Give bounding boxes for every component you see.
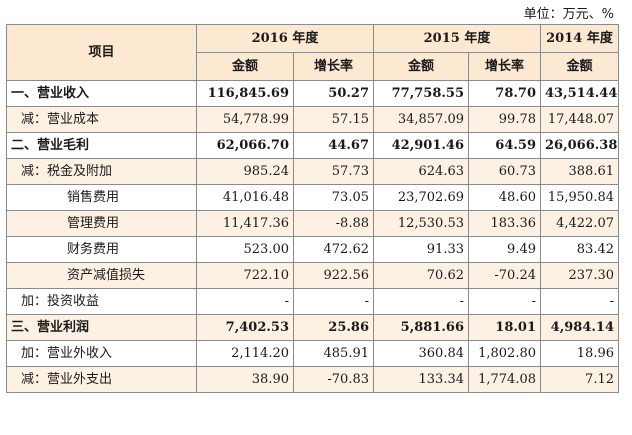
row-value-cell: 7.12 [540,366,619,393]
row-value-cell: 4,422.07 [540,210,619,237]
row-value-cell: 9.49 [468,236,541,263]
header-amount: 金额 [373,52,469,81]
row-value-cell: 624.63 [373,158,469,185]
row-value-cell: 18.01 [468,314,541,341]
row-value-cell: 2,114.20 [196,340,294,367]
table-row: 二、营业毛利 62,066.70 44.67 42,901.46 64.59 26,066… [6,132,619,159]
row-value-cell: 38.90 [196,366,294,393]
row-value-cell: 83.42 [540,236,619,263]
row-value-cell: 7,402.53 [196,314,294,341]
table-row: 加：投资收益 - - - - - [6,288,619,315]
row-value-cell: 18.96 [540,340,619,367]
row-label: 加：投资收益 [6,288,197,315]
unit-note: 单位：万元、% [523,7,614,22]
row-label: 三、营业利润 [6,314,197,341]
row-value-cell: 77,758.55 [373,80,469,107]
row-label: 加：营业外收入 [6,340,197,367]
header-growth: 增长率 [468,52,541,81]
row-value-cell: - [540,288,619,315]
table-row: 资产减值损失 722.10 922.56 70.62 -70.24 237.30 [6,262,619,289]
row-value-cell: - [468,288,541,315]
row-value-cell: 1,802.80 [468,340,541,367]
row-value-cell: 133.34 [373,366,469,393]
table-row: 减：营业成本 54,778.99 57.15 34,857.09 99.78 17,448… [6,106,619,133]
row-label: 资产减值损失 [6,262,197,289]
row-value-cell: 78.70 [468,80,541,107]
row-value-cell: 57.15 [293,106,374,133]
row-value-cell: 70.62 [373,262,469,289]
header-amount: 金额 [196,52,294,81]
row-value-cell: 54,778.99 [196,106,294,133]
row-value-cell: 722.10 [196,262,294,289]
row-label: 二、营业毛利 [6,132,197,159]
row-value-cell: 64.59 [468,132,541,159]
row-value-cell: 523.00 [196,236,294,263]
table-row: 管理费用 11,417.36 -8.88 12,530.53 183.36 4,422.0… [6,210,619,237]
row-value-cell: 12,530.53 [373,210,469,237]
table-body: 一、营业收入 116,845.69 50.27 77,758.55 78.70 43,51… [6,80,619,393]
row-value-cell: -8.88 [293,210,374,237]
row-value-cell: - [373,288,469,315]
table-row: 减：营业外支出 38.90 -70.83 133.34 1,774.08 7.12 [6,366,619,393]
row-label: 减：税金及附加 [6,158,197,185]
table-row: 一、营业收入 116,845.69 50.27 77,758.55 78.70 43,51… [6,80,619,107]
table-row: 加：营业外收入 2,114.20 485.91 360.84 1,802.80 18.96 [6,340,619,367]
header-year-2015: 2015 年度 [373,24,541,53]
row-value-cell: 17,448.07 [540,106,619,133]
header-year-2016: 2016 年度 [196,24,374,53]
row-value-cell: 388.61 [540,158,619,185]
row-value-cell: 4,984.14 [540,314,619,341]
table-row: 减：税金及附加 985.24 57.73 624.63 60.73 388.61 [6,158,619,185]
row-value-cell: 43,514.44 [540,80,619,107]
row-value-cell: 50.27 [293,80,374,107]
row-value-cell: 23,702.69 [373,184,469,211]
row-value-cell: -70.24 [468,262,541,289]
income-statement-table: 项目 2016 年度 2015 年度 2014 年度 金额 增长率 金额 增长率… [6,24,619,393]
row-value-cell: 485.91 [293,340,374,367]
row-value-cell: 5,881.66 [373,314,469,341]
row-value-cell: 91.33 [373,236,469,263]
row-value-cell: 34,857.09 [373,106,469,133]
row-label: 管理费用 [6,210,197,237]
header-year-2014: 2014 年度 [540,24,619,53]
row-value-cell: 99.78 [468,106,541,133]
row-value-cell: 41,016.48 [196,184,294,211]
row-label: 减：营业成本 [6,106,197,133]
row-value-cell: 985.24 [196,158,294,185]
table-row: 三、营业利润 7,402.53 25.86 5,881.66 18.01 4,984.14 [6,314,619,341]
table-row: 财务费用 523.00 472.62 91.33 9.49 83.42 [6,236,619,263]
row-value-cell: 48.60 [468,184,541,211]
row-label: 财务费用 [6,236,197,263]
row-value-cell: 26,066.38 [540,132,619,159]
row-value-cell: -70.83 [293,366,374,393]
row-value-cell: 237.30 [540,262,619,289]
header-growth: 增长率 [293,52,374,81]
row-value-cell: 73.05 [293,184,374,211]
row-value-cell: 57.73 [293,158,374,185]
row-value-cell: 11,417.36 [196,210,294,237]
row-label: 销售费用 [6,184,197,211]
row-label: 减：营业外支出 [6,366,197,393]
header-amount: 金额 [540,52,619,81]
row-value-cell: 472.62 [293,236,374,263]
row-value-cell: 44.67 [293,132,374,159]
row-value-cell: 42,901.46 [373,132,469,159]
row-label: 一、营业收入 [6,80,197,107]
row-value-cell: 25.86 [293,314,374,341]
row-value-cell: - [196,288,294,315]
row-value-cell: - [293,288,374,315]
row-value-cell: 183.36 [468,210,541,237]
row-value-cell: 62,066.70 [196,132,294,159]
header-item: 项目 [6,24,197,81]
table-row: 销售费用 41,016.48 73.05 23,702.69 48.60 15,950.8… [6,184,619,211]
row-value-cell: 116,845.69 [196,80,294,107]
row-value-cell: 922.56 [293,262,374,289]
row-value-cell: 60.73 [468,158,541,185]
row-value-cell: 15,950.84 [540,184,619,211]
row-value-cell: 1,774.08 [468,366,541,393]
row-value-cell: 360.84 [373,340,469,367]
